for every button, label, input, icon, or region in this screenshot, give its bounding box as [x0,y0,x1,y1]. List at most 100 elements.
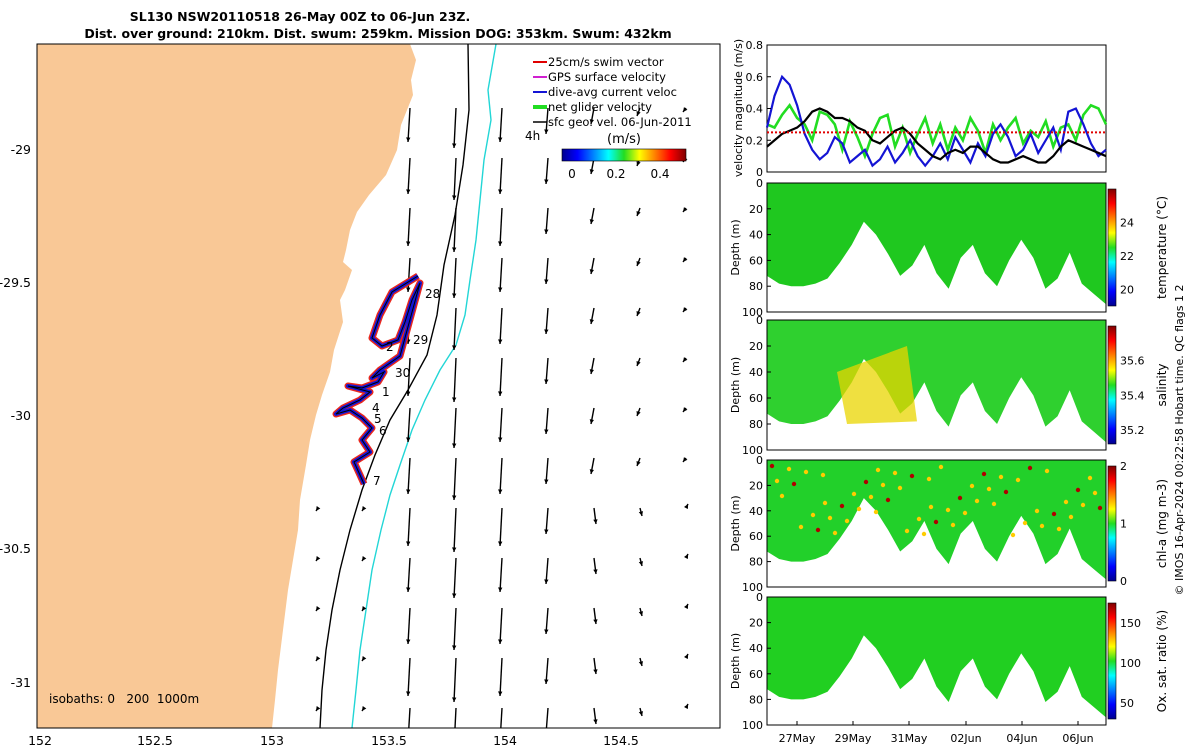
section-ytick-label: 0 [756,591,763,604]
chl-sample-dot [1003,489,1009,495]
colorbar-label: chl-a (mg m-3) [1155,479,1169,568]
chl-sample-dot [815,527,821,533]
section-ytick-label: 40 [749,229,763,242]
vector-arrow [453,457,457,501]
vector-arrowhead [498,189,503,194]
vector-arrow [407,507,411,547]
section-ytick-label: 40 [749,642,763,655]
vector-arrow [499,657,503,697]
section-ytick-label: 100 [742,306,763,319]
vector-arrow [407,657,411,697]
chl-sample-dot [957,495,963,501]
vector-arrowhead [684,604,688,609]
chl-sample-dot [880,482,886,488]
chl-sample-dot [998,474,1004,480]
time-tick-label: 02Jun [950,732,981,745]
map-ytick: -30.5 [0,541,31,556]
vector-arrow [499,207,503,247]
chl-sample-dot [1039,523,1045,529]
velocity-tick-label: 0.6 [746,71,764,84]
vector-arrowhead [544,379,549,384]
section-ytick-label: 20 [749,203,763,216]
velocity-tick-label: 0.2 [746,134,764,147]
vector-arrowhead [589,319,594,324]
vector-arrowhead [544,429,549,434]
vector-arrowhead [452,195,457,200]
vector-arrow [499,457,503,495]
vector-arrow [499,157,503,195]
map-xtick: 153.5 [371,733,407,748]
track-line [335,275,421,485]
vector-arrowhead [589,169,594,174]
vector-arrowhead [684,654,688,659]
map-ytick: -31 [11,675,31,690]
vector-arrowhead [683,107,688,112]
vector-arrowhead [452,247,457,252]
chl-sample-dot [1051,511,1057,517]
section-colorbar [1107,602,1117,720]
map-xtick: 154 [493,733,517,748]
colorbar-tick: 0 [568,167,576,181]
map-ytick: -29 [11,142,31,157]
section-ytick-label: 60 [749,530,763,543]
day-label: 6 [379,424,387,438]
vector-arrow [407,407,411,443]
vector-arrowhead [593,669,598,674]
vector-arrowhead [684,504,688,509]
surface-velocity-field [315,107,689,728]
section-ytick-label: 60 [749,392,763,405]
map-ytick: -30 [11,408,31,423]
vector-arrow [453,307,457,351]
vector-arrowhead [498,339,503,344]
section-ytick-label: 0 [756,454,763,467]
section-data-fill [767,320,1106,443]
colorbar-tick-label: 24 [1120,216,1134,229]
vector-arrowhead [638,661,644,666]
vector-arrowhead [593,619,598,624]
vector-arrowhead [544,479,549,484]
velocity-panel: 0 0.2 0.4 0.6 0.8 velocity magnitude (m/s) [732,39,1108,179]
section-ytick-label: 60 [749,254,763,267]
colorbar-tick-label: 100 [1120,657,1141,670]
day-label: 30 [395,366,410,380]
vector-arrowhead [406,137,411,142]
vector-arrow [499,607,503,645]
colorbar-tick-label: 50 [1120,697,1134,710]
vector-arrowhead [636,311,641,316]
vector-arrowhead [638,711,644,716]
chl-sample-dot [1092,490,1098,496]
vector-arrow [453,357,457,403]
vector-arrowhead [593,519,598,524]
title-line-2: Dist. over ground: 210km. Dist. swum: 25… [84,26,671,41]
vector-arrowhead [452,495,457,500]
salinity-high-patch [837,346,917,424]
vector-arrowhead [406,639,411,644]
vector-arrow [407,357,411,397]
chl-sample-dot [1034,508,1040,514]
chl-sample-dot [1044,468,1050,474]
vector-arrowhead [638,511,644,516]
chl-sample-dot [938,464,944,470]
vector-arrowhead [638,561,644,566]
vector-arrowhead [406,587,411,592]
vector-arrow [407,457,411,495]
section-ylabel: Depth (m) [729,219,742,275]
vector-arrow [453,407,457,449]
vector-arrowhead [498,137,503,142]
section-data-fill [767,597,1106,718]
vector-arrowhead [544,279,549,284]
day-label: 29 [413,333,428,347]
time-tick-label: 06Jun [1062,732,1093,745]
chl-sample-dot [832,530,838,536]
section-ytick-label: 40 [749,505,763,518]
vector-arrowhead [589,419,594,424]
chl-sample-dot [933,519,939,525]
colorbar-tick: 0.2 [606,167,625,181]
map-legend: 25cm/s swim vector GPS surface velocity … [533,55,692,129]
vector-arrow [453,507,457,553]
chl-sample-dot [928,504,934,510]
vector-arrowhead [589,119,594,124]
section-axes-frame [766,182,1107,313]
